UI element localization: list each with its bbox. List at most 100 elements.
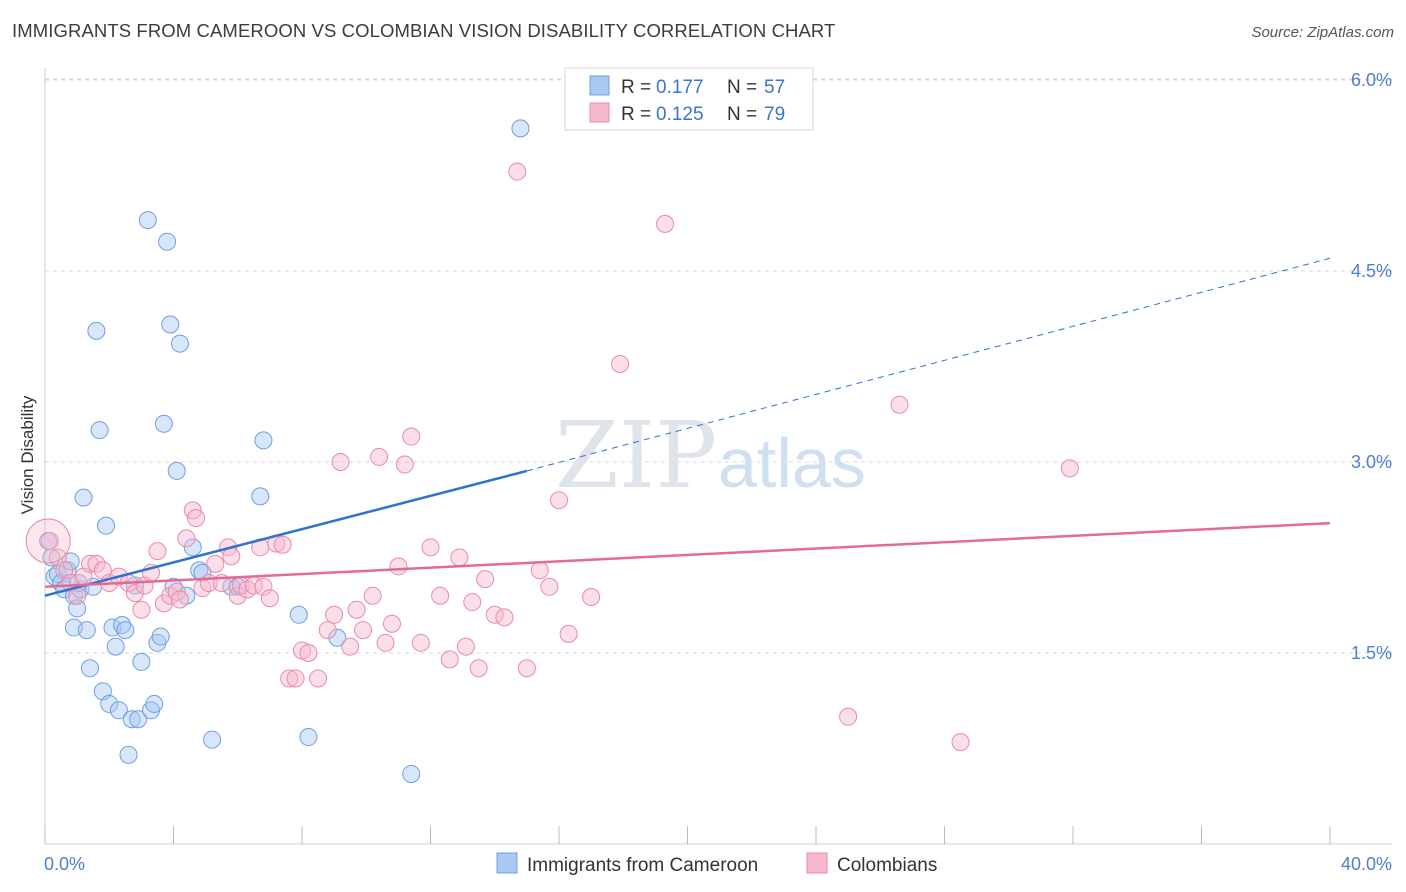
trend-layer xyxy=(44,257,1331,597)
point-cameroon xyxy=(90,421,109,440)
point-cameroon xyxy=(132,652,151,671)
trend-line-cameroon xyxy=(44,469,528,597)
bottom-legend-label-blue: Immigrants from Cameroon xyxy=(527,855,758,876)
point-colombian xyxy=(550,491,568,510)
legend-n-label-pink: N = xyxy=(727,104,757,125)
chart-source: Source: ZipAtlas.com xyxy=(1251,24,1394,41)
point-colombian xyxy=(325,605,344,624)
point-cameroon xyxy=(80,659,99,678)
legend-bottom: Immigrants from Cameroon Colombians xyxy=(496,852,937,876)
point-colombian xyxy=(318,621,337,640)
point-cameroon xyxy=(87,321,106,340)
point-cameroon xyxy=(254,431,273,450)
point-colombian xyxy=(148,542,167,561)
point-colombian xyxy=(395,455,414,474)
point-colombian xyxy=(656,214,675,233)
point-colombian xyxy=(309,669,328,688)
point-colombian xyxy=(273,535,292,554)
point-cameroon xyxy=(113,615,132,634)
point-cameroon xyxy=(402,764,421,783)
point-cameroon xyxy=(328,628,347,647)
point-cameroon xyxy=(77,621,96,640)
grid-layer xyxy=(45,78,1392,654)
point-cameroon xyxy=(183,538,202,557)
axes-layer: 1.5% 3.0% 4.5% 6.0% 0.0% 40.0% xyxy=(44,68,1392,874)
watermark: ZIP atlas xyxy=(555,402,866,509)
point-colombian xyxy=(280,669,299,688)
point-colombian xyxy=(1060,459,1079,478)
point-colombian xyxy=(559,624,578,643)
chart-title: IMMIGRANTS FROM CAMEROON VS COLOMBIAN VI… xyxy=(12,20,836,41)
legend-r-value-blue: 0.177 xyxy=(656,77,704,98)
point-colombian-large xyxy=(25,518,71,564)
x-tick-label: 40.0% xyxy=(1341,854,1392,874)
point-cameroon xyxy=(97,516,116,535)
legend-r-label-pink: R = xyxy=(621,104,651,125)
point-colombian xyxy=(286,669,305,688)
point-cameroon xyxy=(167,461,186,480)
bottom-legend-swatch-blue xyxy=(496,852,518,874)
y-tick-label: 1.5% xyxy=(1351,643,1392,663)
point-colombian xyxy=(228,586,247,605)
point-colombian xyxy=(354,621,373,640)
point-colombian xyxy=(299,644,318,662)
point-cameroon xyxy=(251,487,270,506)
legend-swatch-blue xyxy=(589,75,610,96)
point-colombian xyxy=(341,637,360,656)
trend-line-colombian xyxy=(44,521,1331,589)
point-cameroon xyxy=(129,710,148,729)
point-colombian xyxy=(890,395,909,414)
point-colombian xyxy=(476,570,495,589)
point-colombian xyxy=(508,162,527,181)
legend-r-label-blue: R = xyxy=(621,77,651,98)
point-colombian xyxy=(87,554,106,573)
y-tick-label: 4.5% xyxy=(1351,261,1392,281)
point-cameroon xyxy=(154,414,173,433)
y-axis-label: Vision Disability xyxy=(18,395,37,514)
points-layer xyxy=(25,119,1079,783)
legend-r-value-pink: 0.125 xyxy=(656,104,704,125)
point-colombian xyxy=(517,659,536,678)
watermark-zip: ZIP xyxy=(555,402,717,509)
point-colombian xyxy=(389,557,408,576)
point-colombian xyxy=(186,509,205,528)
point-colombian xyxy=(463,593,482,612)
point-cameroon xyxy=(68,599,87,618)
point-cameroon xyxy=(109,701,128,720)
point-colombian xyxy=(450,548,469,567)
point-colombian xyxy=(347,600,366,619)
point-cameroon xyxy=(161,315,180,334)
point-colombian xyxy=(839,707,858,726)
y-tick-label: 3.0% xyxy=(1351,452,1392,472)
point-colombian xyxy=(611,354,630,373)
point-cameroon xyxy=(193,563,212,582)
point-colombian xyxy=(170,590,189,609)
bottom-legend-label-pink: Colombians xyxy=(837,855,937,876)
point-colombian xyxy=(376,633,395,652)
point-cameroon xyxy=(119,745,138,764)
point-cameroon xyxy=(122,710,141,729)
point-colombian xyxy=(495,608,514,627)
point-cameroon xyxy=(203,730,222,749)
y-tick-label: 6.0% xyxy=(1351,70,1392,90)
point-cameroon xyxy=(511,119,530,138)
point-cameroon xyxy=(100,694,119,713)
legend-swatch-pink xyxy=(589,102,610,123)
point-cameroon xyxy=(170,334,189,353)
point-colombian xyxy=(530,561,549,580)
watermark-atlas: atlas xyxy=(718,424,866,502)
point-colombian xyxy=(421,538,440,557)
point-colombian xyxy=(363,586,382,605)
point-cameroon xyxy=(116,621,135,640)
point-colombian xyxy=(370,447,389,466)
point-colombian xyxy=(411,633,430,652)
trend-line-cameroon-projection xyxy=(526,257,1331,472)
point-colombian xyxy=(254,577,273,596)
point-cameroon xyxy=(106,637,125,656)
point-colombian xyxy=(331,453,350,471)
point-cameroon xyxy=(138,211,157,230)
point-colombian xyxy=(260,589,279,608)
legend-n-label-blue: N = xyxy=(727,77,757,98)
point-colombian xyxy=(540,577,559,596)
point-cameroon xyxy=(145,694,164,713)
